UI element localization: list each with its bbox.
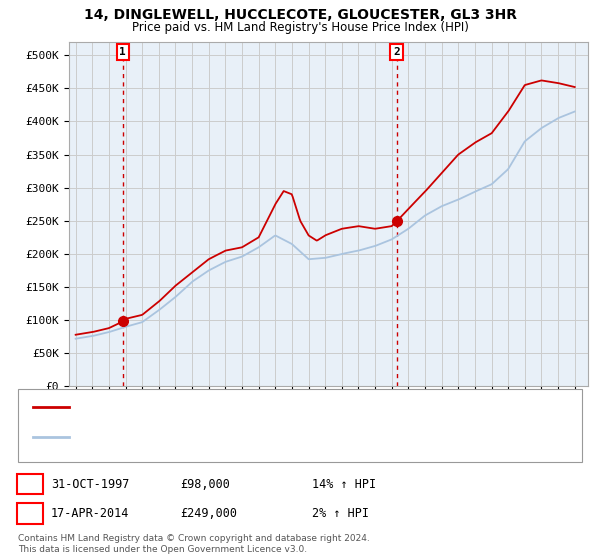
Text: 14% ↑ HPI: 14% ↑ HPI — [312, 478, 376, 491]
Text: 17-APR-2014: 17-APR-2014 — [51, 507, 130, 520]
Text: 1: 1 — [119, 47, 126, 57]
Text: Contains HM Land Registry data © Crown copyright and database right 2024.: Contains HM Land Registry data © Crown c… — [18, 534, 370, 543]
Text: Price paid vs. HM Land Registry's House Price Index (HPI): Price paid vs. HM Land Registry's House … — [131, 21, 469, 34]
Text: HPI: Average price, detached house, Gloucester: HPI: Average price, detached house, Glou… — [75, 432, 325, 442]
Text: £249,000: £249,000 — [180, 507, 237, 520]
Text: 2% ↑ HPI: 2% ↑ HPI — [312, 507, 369, 520]
Text: 14, DINGLEWELL, HUCCLECOTE, GLOUCESTER, GL3 3HR (detached house): 14, DINGLEWELL, HUCCLECOTE, GLOUCESTER, … — [75, 402, 463, 412]
Text: 2: 2 — [26, 507, 33, 520]
Text: £98,000: £98,000 — [180, 478, 230, 491]
Text: 31-OCT-1997: 31-OCT-1997 — [51, 478, 130, 491]
Text: This data is licensed under the Open Government Licence v3.0.: This data is licensed under the Open Gov… — [18, 545, 307, 554]
Text: 14, DINGLEWELL, HUCCLECOTE, GLOUCESTER, GL3 3HR: 14, DINGLEWELL, HUCCLECOTE, GLOUCESTER, … — [83, 8, 517, 22]
Text: 1: 1 — [26, 478, 33, 491]
Text: 2: 2 — [393, 47, 400, 57]
